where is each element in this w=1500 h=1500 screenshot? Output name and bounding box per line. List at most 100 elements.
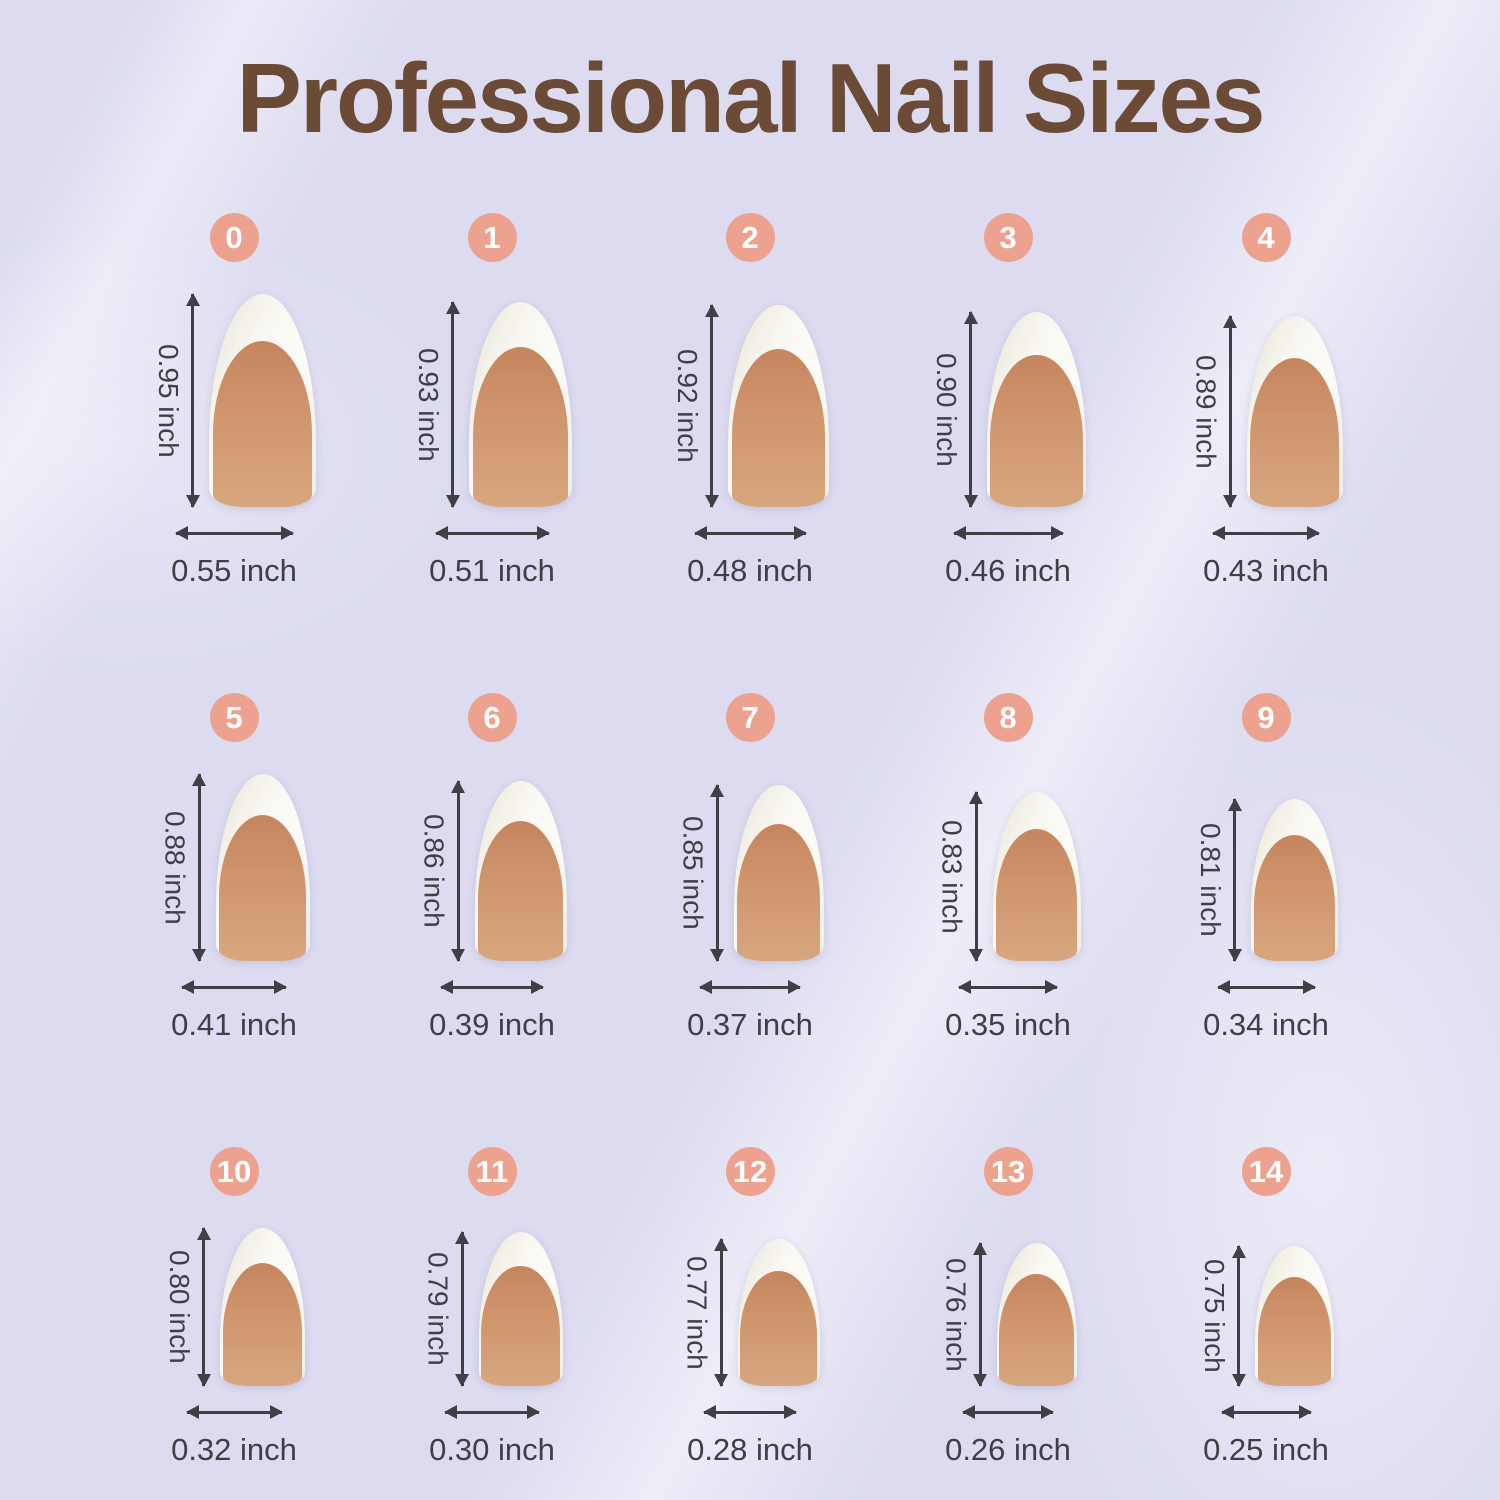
nail-bed [472,347,569,507]
height-label: 0.79 inch [422,1252,454,1366]
nail-zone: 0.79 inch [422,1218,563,1386]
measure-row: 0.93 inch [412,302,572,507]
nail-bed [1254,834,1335,961]
width-arrow-row [1213,525,1319,541]
nail-zone: 0.85 inch [677,764,824,961]
nail-illustration [1246,316,1343,507]
nail-zone: 0.93 inch [412,284,572,507]
nail-illustration [733,785,824,961]
width-arrow-row [175,525,293,541]
nail-zone: 0.95 inch [152,284,316,507]
size-number-badge: 12 [725,1147,775,1196]
nail-illustration [987,312,1086,507]
height-label: 0.90 inch [931,352,962,467]
width-arrow-icon [694,531,806,535]
height-arrow-icon [197,774,201,961]
height-arrow-icon [451,302,454,507]
nail-illustration [474,781,567,961]
height-label: 0.75 inch [1199,1259,1230,1373]
width-label: 0.34 inch [1203,1007,1329,1042]
width-arrow-icon [963,1410,1053,1414]
width-arrow-icon [445,1410,539,1414]
nail-size-cell: 8 0.83 inch 0.35 inch [879,693,1137,1043]
size-number-badge: 2 [725,213,775,262]
nail-bed [995,829,1078,961]
size-number-badge: 9 [1241,693,1291,742]
width-label: 0.37 inch [687,1007,813,1042]
width-arrow-icon [1217,985,1315,989]
height-label: 0.92 inch [672,349,703,463]
width-label: 0.46 inch [945,553,1071,588]
width-label: 0.30 inch [429,1432,555,1467]
nail-bed [990,354,1083,507]
nail-size-cell: 9 0.81 inch 0.34 inch [1137,693,1395,1043]
width-arrow-row [704,1404,796,1420]
measure-row: 0.89 inch [1190,316,1343,507]
width-arrow-icon [1221,1410,1311,1414]
width-label: 0.26 inch [945,1432,1071,1467]
measure-row: 0.75 inch [1198,1246,1334,1386]
nail-bed [740,1271,817,1386]
width-arrow-icon [953,531,1063,535]
size-number: 12 [732,1153,768,1189]
width-arrow-icon [441,985,543,989]
size-number: 4 [1257,219,1275,255]
nail-bed [477,820,564,961]
nail-zone: 0.92 inch [671,284,829,507]
nail-bed [999,1274,1074,1386]
width-arrow-row [963,1404,1053,1420]
height-arrow-icon [191,294,194,507]
height-arrow-icon [978,1243,982,1386]
size-number-badge: 11 [467,1147,517,1196]
nail-size-cell: 1 0.93 inch 0.51 inch [363,213,621,589]
width-arrow-icon [959,985,1057,989]
height-label: 0.81 inch [1195,823,1226,937]
width-arrow-row [700,979,800,995]
width-arrow-row [1217,979,1315,995]
nail-size-cell: 7 0.85 inch 0.37 inch [621,693,879,1043]
nail-size-cell: 2 0.92 inch 0.48 inch [621,213,879,589]
height-arrow-icon [460,1232,464,1386]
height-label: 0.86 inch [418,814,450,928]
measure-row: 0.77 inch [681,1239,820,1386]
nail-size-cell: 10 0.80 inch 0.32 inch [105,1147,363,1468]
size-number-badge: 10 [209,1147,259,1196]
nail-bed [218,815,307,961]
nail-illustration [209,294,316,507]
width-arrow-icon [1213,531,1319,535]
measure-row: 0.79 inch [422,1232,563,1386]
width-label: 0.55 inch [171,553,297,588]
nail-bed [731,349,826,507]
nail-bed [1249,358,1340,507]
nail-size-cell: 12 0.77 inch 0.28 inch [621,1147,879,1468]
width-arrow-row [1221,1404,1311,1420]
nail-bed [1257,1276,1332,1386]
width-arrow-row [186,1404,282,1420]
height-arrow-icon [202,1228,205,1386]
measure-row: 0.85 inch [677,785,824,961]
width-label: 0.25 inch [1203,1432,1329,1467]
nail-zone: 0.88 inch [159,764,310,961]
nail-size-cell: 13 0.76 inch 0.26 inch [879,1147,1137,1468]
nail-zone: 0.81 inch [1194,764,1338,961]
height-label: 0.77 inch [681,1255,713,1370]
width-label: 0.51 inch [429,553,555,588]
measure-row: 0.90 inch [930,312,1086,507]
height-label: 0.76 inch [940,1257,972,1372]
height-arrow-icon [456,781,460,961]
size-number-badge: 8 [983,693,1033,742]
width-arrow-icon [704,1410,796,1414]
nail-illustration [728,305,829,507]
nail-size-cell: 6 0.86 inch 0.39 inch [363,693,621,1043]
height-label: 0.85 inch [677,816,709,930]
nail-illustration [1255,1246,1334,1386]
measure-row: 0.95 inch [152,294,316,507]
measure-row: 0.88 inch [159,774,310,961]
width-label: 0.35 inch [945,1007,1071,1042]
size-number: 11 [475,1153,509,1189]
measure-row: 0.76 inch [940,1243,1077,1386]
width-label: 0.48 inch [687,553,813,588]
nail-sizes-grid: 0 0.95 inch 0.55 inch 1 0.93 inch [105,213,1395,1468]
height-arrow-icon [974,792,978,961]
height-label: 0.89 inch [1190,354,1222,469]
